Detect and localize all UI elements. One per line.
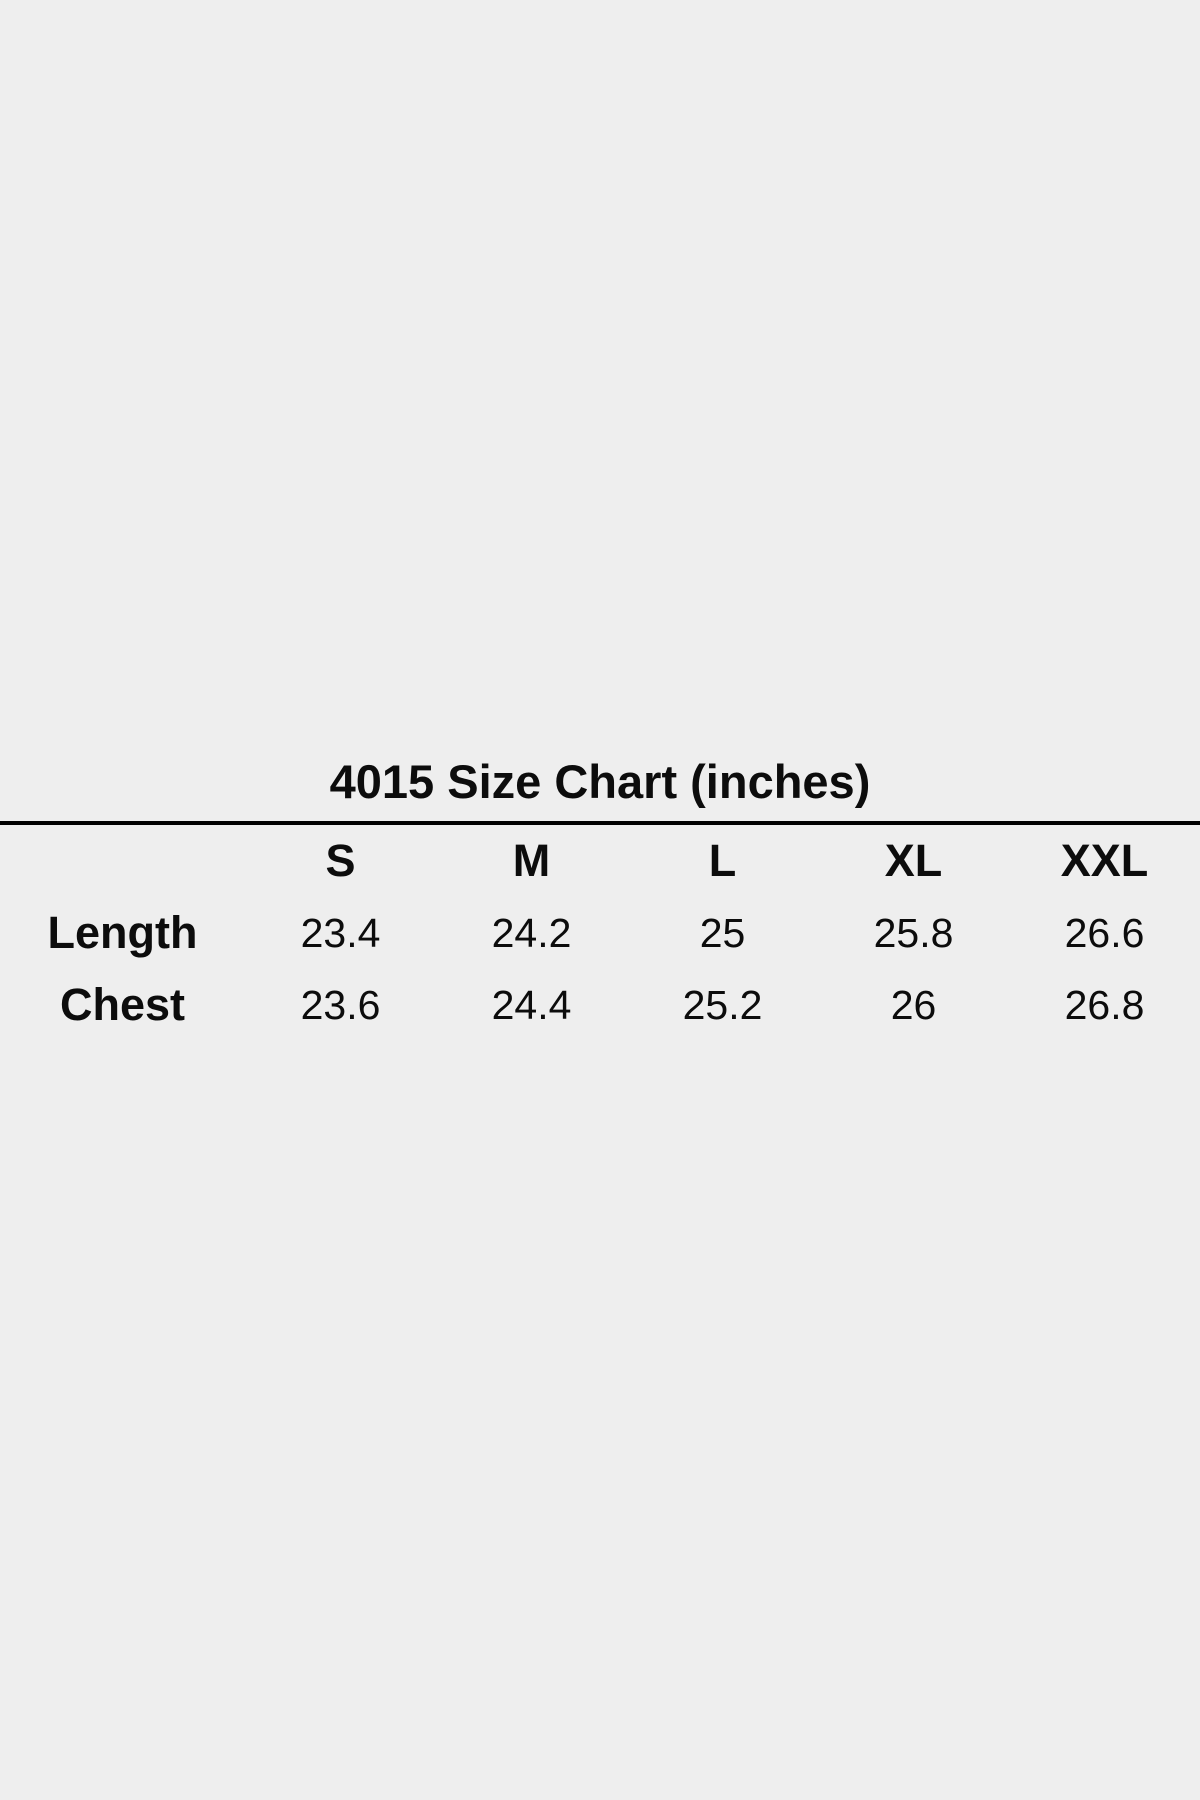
column-header-m: M bbox=[512, 835, 551, 886]
cell-length-xl: 25.8 bbox=[873, 909, 954, 956]
cell-chest-l: 25.2 bbox=[682, 981, 763, 1028]
row-label-chest: Chest bbox=[59, 979, 186, 1030]
cell-length-s: 23.4 bbox=[300, 909, 381, 956]
column-header-xxl: XXL bbox=[1060, 835, 1149, 886]
cell-length-l: 25 bbox=[699, 909, 746, 956]
corner-empty-cell bbox=[0, 825, 245, 897]
cell-chest-xl: 26 bbox=[890, 981, 937, 1028]
size-chart-table: S M L XL XXL Length 23.4 24.2 25 25.8 26… bbox=[0, 825, 1200, 1041]
header-divider-line bbox=[0, 821, 1200, 825]
cell-chest-m: 24.4 bbox=[491, 981, 572, 1028]
cell-chest-s: 23.6 bbox=[300, 981, 381, 1028]
column-header-xl: XL bbox=[884, 835, 943, 886]
size-chart-title: 4015 Size Chart (inches) bbox=[329, 755, 871, 808]
column-header-s: S bbox=[325, 835, 356, 886]
cell-length-m: 24.2 bbox=[491, 909, 572, 956]
table-row-chest: Chest 23.6 24.4 25.2 26 26.8 bbox=[0, 969, 1200, 1041]
column-header-l: L bbox=[708, 835, 737, 886]
table-row-length: Length 23.4 24.2 25 25.8 26.6 bbox=[0, 897, 1200, 969]
table-header-row: S M L XL XXL bbox=[0, 825, 1200, 897]
row-label-length: Length bbox=[47, 907, 198, 958]
cell-chest-xxl: 26.8 bbox=[1064, 981, 1145, 1028]
cell-length-xxl: 26.6 bbox=[1064, 909, 1145, 956]
